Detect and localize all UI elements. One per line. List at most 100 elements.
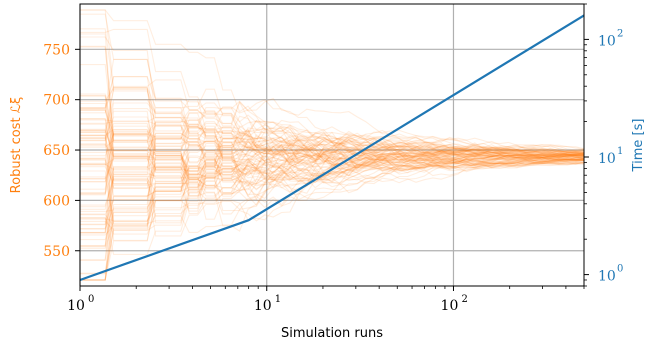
x-tick-exponent: 0 [88, 294, 94, 305]
y-right-tick-exponent: 0 [617, 264, 623, 275]
cost-trajectory-line [80, 135, 585, 261]
cost-trajectory-line [80, 109, 585, 162]
cost-trajectory-line [80, 97, 585, 162]
cost-trajectory-line [80, 9, 585, 166]
cost-trajectory-line [80, 135, 585, 190]
cost-trajectory-line [80, 146, 585, 235]
cost-trajectory-line [80, 107, 585, 172]
cost-trajectory-line [80, 149, 585, 191]
cost-trajectory-line [80, 109, 585, 184]
cost-trajectory-line [80, 123, 585, 196]
cost-trajectory-line [80, 143, 585, 281]
cost-trajectory-line [80, 140, 585, 227]
cost-trajectory-line [80, 141, 585, 247]
cost-trajectory-line [80, 139, 585, 225]
cost-trajectory-line [80, 149, 585, 281]
cost-trajectory-line [80, 119, 585, 162]
cost-trajectory-line [80, 156, 585, 275]
cost-trajectory-line [80, 149, 585, 248]
cost-trajectory-line [80, 158, 585, 221]
cost-trajectory-line [80, 108, 585, 185]
cost-trajectory-line [80, 155, 585, 215]
cost-trajectory-line [80, 36, 585, 161]
cost-trajectory-line [80, 153, 585, 231]
cost-trajectory-line [80, 135, 585, 215]
cost-trajectory-line [80, 138, 585, 274]
time-series-line [79, 14, 585, 282]
cost-trajectory-line [80, 110, 585, 194]
cost-trajectory-line [80, 143, 585, 208]
cost-trajectory-line [80, 33, 585, 167]
cost-trajectory-line [80, 129, 585, 249]
cost-trajectory-line [80, 116, 585, 160]
cost-trajectory-line [80, 146, 585, 281]
cost-trajectory-line [80, 46, 585, 164]
cost-trajectory-line [80, 151, 585, 234]
cost-trajectory-line [80, 45, 585, 168]
cost-trajectory-line [80, 93, 585, 222]
y-left-tick-label: 550 [43, 244, 70, 260]
cost-trajectory-line [80, 127, 585, 180]
y-right-tick-label: 10 [598, 269, 616, 285]
cost-trajectory-line [80, 138, 585, 233]
time-series [79, 14, 585, 282]
cost-trajectory-line [80, 131, 584, 170]
cost-trajectory-line [80, 135, 585, 281]
cost-trajectory-line [80, 132, 585, 281]
x-axis-title: Simulation runs [281, 326, 383, 341]
cost-trajectory-line [80, 131, 585, 241]
cost-trajectory-line [80, 64, 585, 158]
cost-trajectory-line [80, 58, 585, 165]
x-tick-exponent: 1 [275, 294, 281, 305]
cost-trajectory-line [80, 123, 585, 197]
y-left-tick-label: 600 [43, 193, 70, 209]
cost-trajectory-line [80, 127, 585, 241]
y-right-tick-label: 10 [598, 151, 616, 167]
cost-trajectory-line [80, 95, 585, 209]
cost-trajectory-line [80, 9, 584, 176]
cost-trajectory-line [80, 157, 585, 230]
y-axis-title-right: Time [s] [631, 119, 646, 173]
y-right-tick-exponent: 1 [617, 146, 623, 157]
cost-trajectory-line [80, 112, 585, 195]
cost-trajectory-line [80, 79, 585, 168]
cost-trajectory-line [80, 102, 585, 166]
y-right-tick-exponent: 2 [617, 28, 623, 39]
y-right-tick-label: 10 [598, 33, 616, 49]
x-tick-exponent: 2 [461, 294, 467, 305]
cost-trajectory-line [80, 143, 585, 230]
plot-frame [79, 3, 585, 287]
cost-trajectory-line [80, 125, 585, 185]
cost-trajectory-line [80, 130, 585, 176]
y-left-tick-label: 750 [43, 42, 70, 58]
cost-band [80, 9, 585, 281]
y-left-tick-label: 650 [43, 143, 70, 159]
cost-trajectory-line [80, 76, 585, 172]
cost-trajectory-line [80, 142, 585, 197]
cost-trajectory-line [80, 130, 585, 179]
cost-trajectory-line [80, 137, 585, 194]
cost-trajectory-line [80, 99, 585, 234]
cost-trajectory-line [80, 129, 584, 176]
cost-trajectory-line [80, 13, 585, 161]
cost-trajectory-line [80, 129, 585, 185]
cost-trajectory-line [80, 136, 585, 236]
cost-trajectory-line [80, 137, 585, 185]
cost-trajectory-line [80, 119, 585, 183]
x-tick-label: 10 [67, 298, 85, 314]
cost-trajectory-line [80, 112, 585, 187]
cost-trajectory-line [80, 128, 585, 200]
cost-trajectory-line [80, 147, 585, 215]
cost-trajectory-line [80, 136, 585, 191]
cost-trajectory-line [80, 134, 585, 255]
cost-trajectory-line [80, 138, 585, 261]
cost-trajectory-line [80, 134, 585, 209]
x-tick-label: 10 [254, 298, 272, 314]
cost-trajectory-line [80, 129, 585, 190]
x-tick-label: 10 [441, 298, 459, 314]
y-left-tick-label: 700 [43, 93, 70, 109]
cost-trajectory-line [80, 75, 585, 163]
cost-trajectory-line [80, 163, 585, 226]
